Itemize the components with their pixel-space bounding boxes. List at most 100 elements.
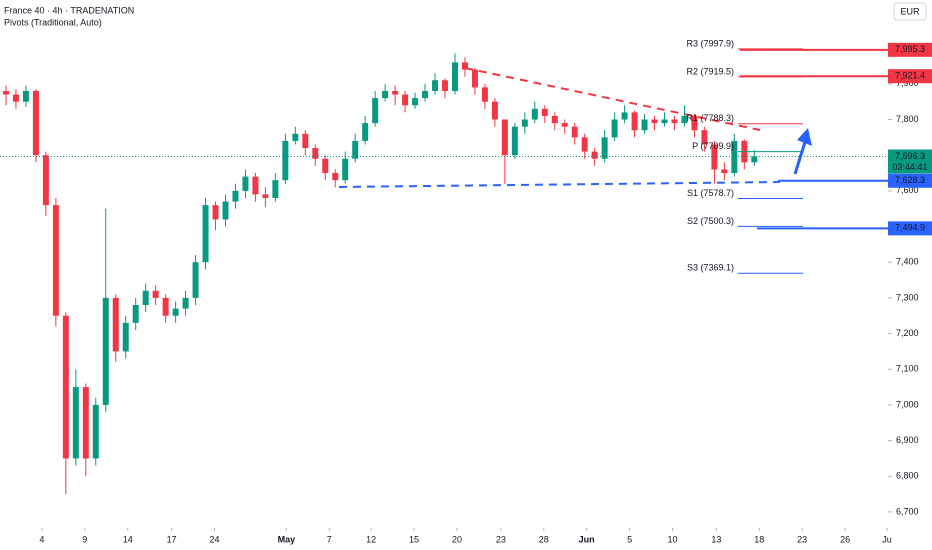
candle-body bbox=[581, 137, 588, 152]
price-tag bbox=[888, 173, 932, 188]
candle-body bbox=[222, 201, 229, 220]
chart-title: France 40 · 4h · TRADENATION bbox=[4, 5, 134, 15]
candle-body bbox=[192, 262, 199, 298]
candle-body bbox=[451, 62, 458, 91]
candle-body bbox=[322, 158, 329, 174]
x-tick-label: 24 bbox=[210, 534, 220, 544]
y-tick-label: 7,800 bbox=[896, 114, 919, 124]
candle-body bbox=[392, 90, 399, 95]
candle-body bbox=[471, 69, 478, 88]
x-tick-label: May bbox=[278, 534, 296, 544]
candle-body bbox=[671, 119, 678, 124]
candle-body bbox=[601, 137, 608, 159]
y-tick-label: 7,000 bbox=[896, 399, 919, 409]
candle-body bbox=[721, 169, 728, 174]
support-line bbox=[338, 181, 781, 188]
candle-body bbox=[591, 151, 598, 159]
candle-body bbox=[531, 108, 538, 120]
candle-body bbox=[112, 297, 119, 352]
price-tag-label: 7,921.4 bbox=[895, 71, 925, 81]
candle-body bbox=[461, 62, 468, 70]
y-tick-label: 7,300 bbox=[896, 292, 919, 302]
candle-body bbox=[651, 119, 658, 124]
candle-body bbox=[22, 90, 29, 102]
candle-body bbox=[701, 130, 708, 145]
countdown: 03:44:41 bbox=[892, 162, 927, 172]
currency[interactable]: EUR bbox=[900, 6, 920, 16]
x-tick-label: 20 bbox=[452, 534, 462, 544]
candle-body bbox=[32, 90, 39, 156]
candle-body bbox=[282, 140, 289, 181]
candle-body bbox=[122, 322, 129, 352]
candle-body bbox=[312, 148, 319, 159]
y-tick-label: 7,200 bbox=[896, 328, 919, 338]
candle-body bbox=[402, 94, 409, 106]
candle-body bbox=[232, 190, 239, 202]
y-tick-label: 6,800 bbox=[896, 471, 919, 481]
x-tick-label: 10 bbox=[667, 534, 677, 544]
candle-body bbox=[681, 115, 688, 124]
candle-body bbox=[501, 119, 508, 156]
price-tag-label: 7,494.9 bbox=[895, 223, 925, 233]
indicator-name: Pivots (Traditional, Auto) bbox=[4, 17, 102, 27]
candle-body bbox=[432, 80, 439, 91]
x-tick-label: 17 bbox=[167, 534, 177, 544]
price-tag bbox=[888, 221, 932, 236]
candle-body bbox=[641, 119, 648, 131]
candle-body bbox=[621, 112, 628, 120]
candle-body bbox=[92, 404, 99, 459]
y-tick-label: 7,100 bbox=[896, 364, 919, 374]
candle-body bbox=[182, 297, 189, 309]
price-tag bbox=[888, 149, 932, 174]
candle-body bbox=[481, 87, 488, 102]
x-tick-label: Jun bbox=[579, 534, 595, 544]
candle-body bbox=[62, 315, 69, 459]
candle-body bbox=[362, 123, 369, 141]
candle-body bbox=[412, 98, 419, 106]
candle-body bbox=[12, 94, 19, 102]
pivot-label: R3 (7997.9) bbox=[686, 38, 734, 48]
candle-body bbox=[172, 308, 179, 316]
y-tick-label: 7,400 bbox=[896, 257, 919, 267]
x-tick-label: 28 bbox=[539, 534, 549, 544]
candle-body bbox=[751, 156, 758, 163]
candle-body bbox=[82, 387, 89, 459]
currency-box[interactable] bbox=[893, 2, 927, 21]
x-tick-label: 4 bbox=[39, 534, 44, 544]
candle-body bbox=[442, 80, 448, 91]
price-tag-label: 7,995.3 bbox=[895, 44, 925, 54]
candle-body bbox=[382, 90, 389, 99]
arrow-shaft bbox=[793, 141, 807, 175]
y-tick-label: 7,600 bbox=[896, 185, 919, 195]
x-tick-label: Ju bbox=[882, 534, 892, 544]
candle-body bbox=[262, 194, 269, 198]
candle-body bbox=[611, 119, 618, 138]
candle-body bbox=[332, 173, 339, 181]
candle-body bbox=[422, 90, 429, 99]
y-tick-label: 6,700 bbox=[896, 506, 919, 516]
pivot-label: S2 (7500.3) bbox=[687, 216, 734, 226]
candle-body bbox=[561, 123, 568, 127]
candle-body bbox=[302, 133, 309, 149]
price-tag-label: 7,696.3 bbox=[895, 151, 925, 161]
candle-body bbox=[202, 205, 209, 263]
x-tick-label: 15 bbox=[409, 534, 419, 544]
pivot-label: R1 (7788.3) bbox=[686, 113, 734, 123]
candle-body bbox=[352, 140, 359, 159]
x-tick-label: 26 bbox=[840, 534, 850, 544]
candle-body bbox=[511, 126, 518, 156]
candle-body bbox=[252, 176, 259, 195]
pivot-label: S1 (7578.7) bbox=[687, 188, 734, 198]
price-tag-label: 7,628.3 bbox=[895, 175, 925, 185]
candle-body bbox=[731, 140, 738, 174]
candle-body bbox=[661, 119, 668, 124]
pivot-label: S3 (7369.1) bbox=[687, 263, 734, 273]
candle-body bbox=[52, 205, 59, 316]
x-tick-label: 13 bbox=[711, 534, 721, 544]
pivot-label: P (7709.9) bbox=[692, 141, 734, 151]
candle-body bbox=[152, 290, 159, 298]
candle-body bbox=[691, 115, 698, 131]
x-tick-label: 23 bbox=[797, 534, 807, 544]
pivot-label: R2 (7919.5) bbox=[686, 66, 734, 76]
